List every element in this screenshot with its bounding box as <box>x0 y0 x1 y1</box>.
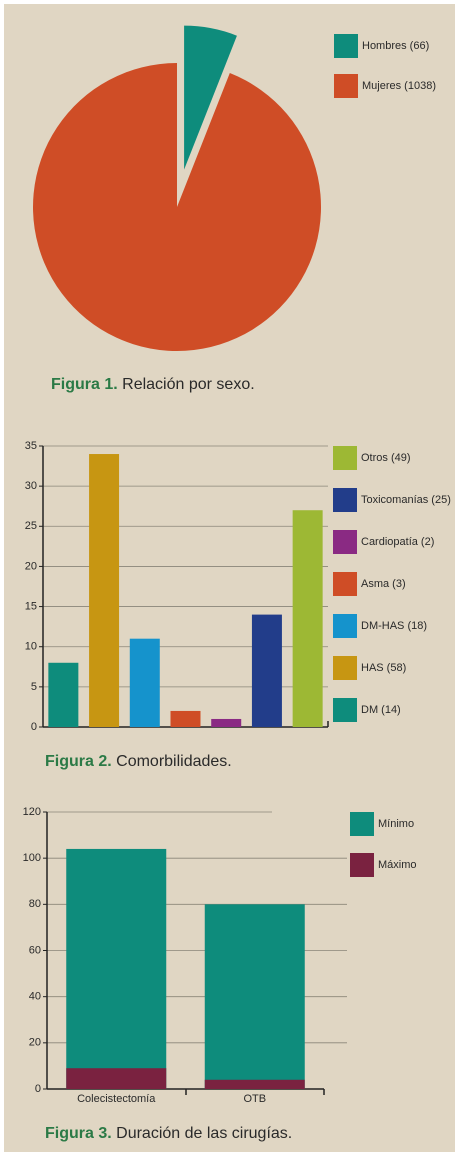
pie-legend-1-swatch <box>334 74 358 98</box>
fig2-ytick-label-6: 30 <box>25 480 37 492</box>
fig2-legend-2-label: Cardiopatía (2) <box>361 536 434 548</box>
fig3-ytick-label-3: 60 <box>29 944 41 956</box>
figure-3-text: Duración de las cirugías. <box>116 1125 293 1142</box>
fig2-bar-3 <box>170 710 201 727</box>
fig3-ytick-label-5: 100 <box>23 852 41 864</box>
fig2-legend-0-label: Otros (49) <box>361 452 411 464</box>
figure-1-text: Relación por sexo. <box>122 376 255 393</box>
pie-slice-0 <box>184 25 237 170</box>
fig2-bar-4 <box>211 718 242 727</box>
fig2-ytick-label-1: 5 <box>31 681 37 693</box>
fig2-legend-6-label: DM (14) <box>361 704 401 716</box>
fig3-legend-1-label: Máximo <box>378 859 417 871</box>
fig3-ytick-label-1: 20 <box>29 1037 41 1049</box>
fig3-ytick-label-6: 120 <box>23 806 41 818</box>
fig3-legend-0-label: Mínimo <box>378 818 414 830</box>
pie-legend-1-label: Mujeres (1038) <box>362 80 436 92</box>
fig2-bar-1 <box>89 454 120 727</box>
fig2-legend-6-swatch <box>333 698 357 722</box>
figure-1-label: Figura 1. <box>51 376 118 393</box>
figure-1-caption: Figura 1. Relación por sexo. <box>51 376 255 394</box>
fig2-ytick-label-5: 25 <box>25 520 37 532</box>
fig2-legend-3-label: Asma (3) <box>361 578 406 590</box>
fig3-legend-0-swatch <box>350 812 374 836</box>
pie-legend-0-swatch <box>334 34 358 58</box>
fig2-legend-1-swatch <box>333 488 357 512</box>
pie-legend-0-label: Hombres (66) <box>362 40 429 52</box>
figure-2-label: Figura 2. <box>45 753 112 770</box>
fig2-ytick-label-7: 35 <box>25 440 37 452</box>
fig2-legend-2-swatch <box>333 530 357 554</box>
fig3-ytick-label-0: 0 <box>35 1083 41 1095</box>
fig2-bar-5 <box>251 614 282 727</box>
fig2-ytick-label-4: 20 <box>25 560 37 572</box>
fig2-legend-3-swatch <box>333 572 357 596</box>
fig2-bar-6 <box>292 510 323 727</box>
fig2-ytick-label-0: 0 <box>31 721 37 733</box>
pie-slice-1 <box>33 63 322 351</box>
fig2-legend-5-swatch <box>333 656 357 680</box>
fig3-bar-maximo-1 <box>204 1079 305 1089</box>
figure-3-caption: Figura 3. Duración de las cirugías. <box>45 1125 292 1143</box>
fig3-ytick-label-4: 80 <box>29 898 41 910</box>
figure-2-text: Comorbilidades. <box>116 753 232 770</box>
figure-3-label: Figura 3. <box>45 1125 112 1142</box>
fig2-legend-1-label: Toxicomanías (25) <box>361 494 451 506</box>
fig2-bar-0 <box>48 662 79 727</box>
fig3-bar-minimo-1 <box>204 904 305 1089</box>
fig3-ytick-label-2: 40 <box>29 991 41 1003</box>
fig2-bar-2 <box>129 638 160 727</box>
fig2-ytick-label-3: 15 <box>25 600 37 612</box>
fig2-legend-0-swatch <box>333 446 357 470</box>
fig2-ytick-label-2: 10 <box>25 641 37 653</box>
fig3-category-label-0: Colecistectomía <box>77 1093 156 1105</box>
fig3-bar-maximo-0 <box>66 1068 167 1089</box>
fig3-category-label-1: OTB <box>243 1093 266 1105</box>
fig2-legend-4-swatch <box>333 614 357 638</box>
fig3-legend-1-swatch <box>350 853 374 877</box>
fig2-legend-4-label: DM-HAS (18) <box>361 620 427 632</box>
fig3-bar-minimo-0 <box>66 848 167 1089</box>
fig2-legend-5-label: HAS (58) <box>361 662 406 674</box>
figure-2-caption: Figura 2. Comorbilidades. <box>45 753 232 771</box>
